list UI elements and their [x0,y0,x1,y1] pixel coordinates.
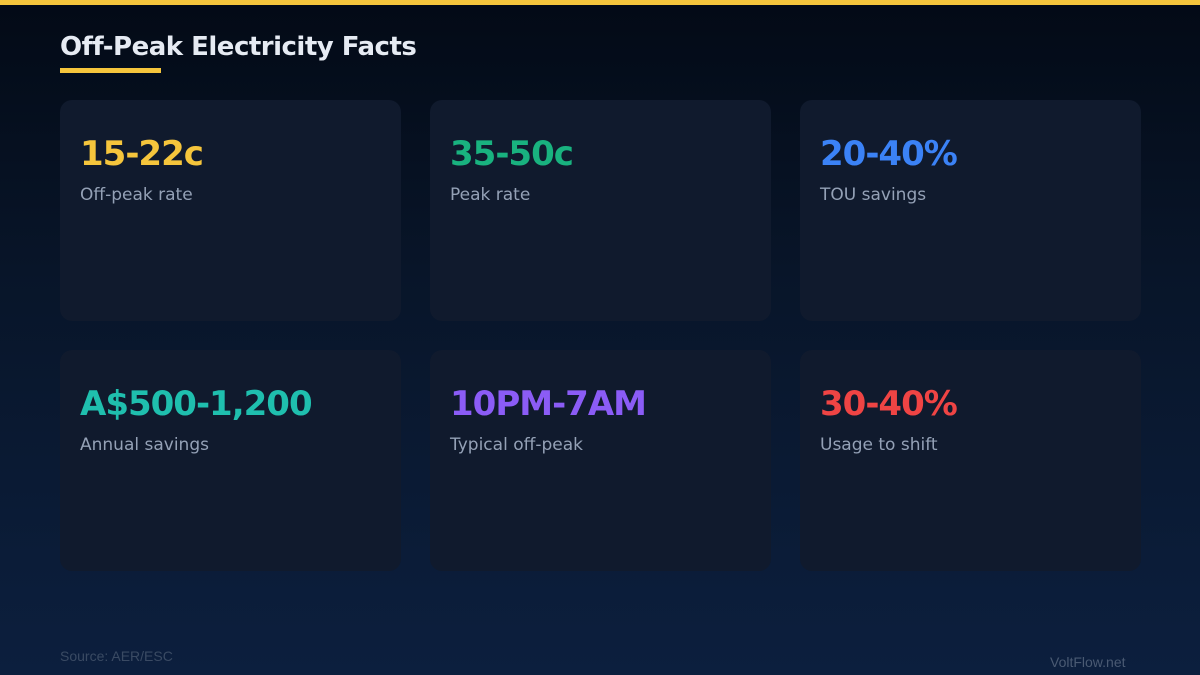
stat-value: 20-40% [820,134,958,174]
source-note: Source: AER/ESC [60,648,173,664]
title-underline [60,68,161,73]
stat-card-annual-savings: A$500-1,200 Annual savings [60,350,401,571]
stat-label: Annual savings [80,435,209,455]
stat-label: Typical off-peak [450,435,583,455]
stat-card-off-peak-rate: 15-22c Off-peak rate [60,100,401,321]
stat-card-tou-savings: 20-40% TOU savings [800,100,1141,321]
stat-label: Usage to shift [820,435,938,455]
stat-value: 35-50c [450,134,574,174]
stat-label: Peak rate [450,185,531,205]
stat-card-typical-off-peak: 10PM-7AM Typical off-peak [430,350,771,571]
stat-label: Off-peak rate [80,185,193,205]
stat-card-peak-rate: 35-50c Peak rate [430,100,771,321]
stat-value: 10PM-7AM [450,384,647,424]
brand-watermark: VoltFlow.net [1050,654,1126,670]
stat-card-usage-to-shift: 30-40% Usage to shift [800,350,1141,571]
top-accent-bar [0,0,1200,5]
stat-value: 30-40% [820,384,958,424]
stat-value: A$500-1,200 [80,384,313,424]
stat-label: TOU savings [820,185,927,205]
page-title: Off-Peak Electricity Facts [60,32,417,62]
stat-value: 15-22c [80,134,204,174]
